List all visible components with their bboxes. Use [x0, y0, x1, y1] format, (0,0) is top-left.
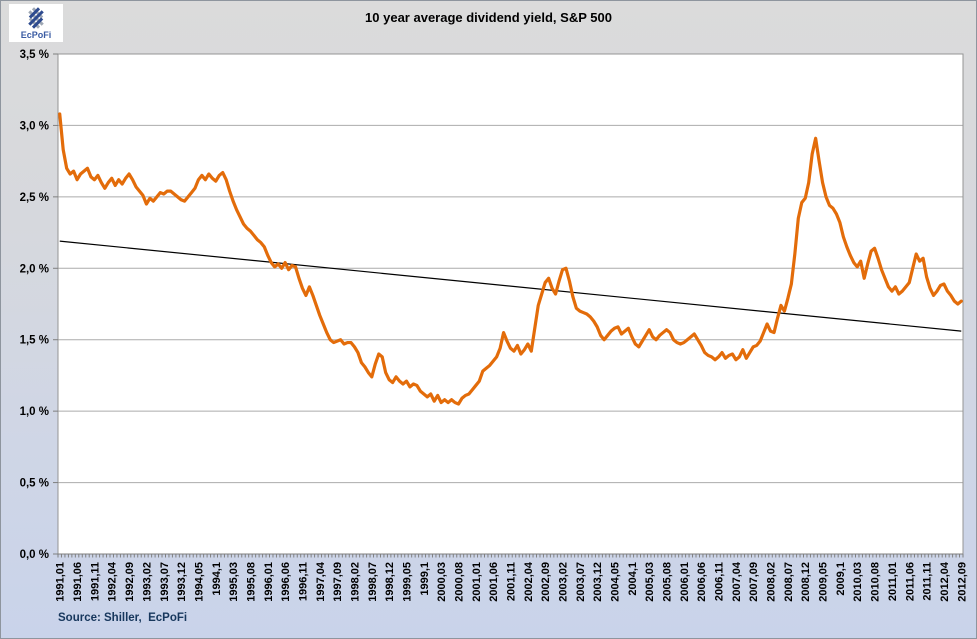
x-tick-label: 1993,12 [176, 562, 188, 602]
y-tick-label: 2,0 % [20, 263, 49, 275]
y-tick-label: 3,0 % [20, 120, 49, 132]
x-tick-label: 1994,05 [193, 562, 205, 602]
trend-line [59, 240, 962, 332]
x-tick-label: 2010,08 [870, 562, 882, 602]
x-tick-label: 2006,06 [696, 562, 708, 602]
x-tick-label: 1991,06 [72, 562, 84, 602]
x-tick-label: 1997,09 [332, 562, 344, 602]
x-tick-label: 2010,03 [852, 562, 864, 602]
y-tick-label: 0,5 % [20, 478, 49, 490]
x-tick-label: 2000,03 [436, 562, 448, 602]
x-tick-label: 1991,01 [55, 562, 67, 602]
y-tick-label: 3,5 % [20, 49, 49, 61]
ecpofi-diamond-icon [28, 7, 44, 29]
x-tick-label: 1995,08 [245, 562, 257, 602]
x-tick-label: 2009,1 [835, 562, 847, 596]
x-tick-label: 1998,02 [349, 562, 361, 602]
x-tick-label: 1991,11 [89, 562, 101, 601]
x-tick-label: 1998,12 [384, 562, 396, 602]
x-tick-label: 2011,06 [904, 562, 916, 601]
x-tick-label: 1994,1 [211, 562, 223, 596]
x-tick-label: 2012,04 [939, 561, 951, 602]
x-tick-label: 1995,03 [228, 562, 240, 602]
x-tick-label: 2011,11 [922, 562, 934, 601]
x-tick-label: 2008,12 [800, 562, 812, 602]
chart-title: 10 year average dividend yield, S&P 500 [365, 10, 612, 25]
x-tick-label: 2008,07 [783, 562, 795, 602]
x-tick-label: 2001,01 [471, 562, 483, 602]
x-tick-label: 1999,05 [401, 562, 413, 602]
x-tick-label: 1999,1 [419, 562, 431, 596]
ecpofi-logo: EcPoFi [9, 4, 63, 42]
x-tick-label: 2002,09 [540, 562, 552, 602]
x-tick-label: 2003,07 [575, 562, 587, 602]
x-tick-label: 1996,11 [297, 562, 309, 601]
x-tick-label: 2011,01 [887, 562, 899, 601]
x-tick-label: 1992,09 [124, 562, 136, 602]
x-tick-label: 2005,03 [644, 562, 656, 602]
x-tick-label: 2006,11 [714, 562, 726, 601]
y-tick-label: 0,0 % [20, 549, 49, 561]
source-note: Source: Shiller, EcPoFi [58, 612, 188, 624]
y-tick-label: 1,0 % [20, 406, 49, 418]
x-tick-label: 2004,05 [610, 562, 622, 602]
x-tick-label: 2009,05 [818, 562, 830, 602]
dividend-yield-line [58, 112, 963, 406]
x-tick-label: 1996,06 [280, 562, 292, 602]
x-axis-labels: 1991,01 1991,06 1991,11 1992,04 1992,09 1993,… [55, 561, 969, 602]
x-tick-label: 2000,08 [453, 562, 465, 602]
x-tick-label: 2008,02 [766, 562, 778, 602]
x-tick-label: 2001,11 [506, 562, 518, 601]
x-tick-label: 2004,1 [627, 562, 639, 596]
plot-background [58, 54, 963, 554]
x-tick-label: 1997,04 [315, 561, 327, 602]
x-tick-label: 2012,09 [956, 562, 968, 602]
x-tick-label: 2006,01 [679, 562, 691, 602]
gridlines [58, 124, 963, 484]
y-tick-label: 2,5 % [20, 192, 49, 204]
x-tick-label: 2007,09 [748, 562, 760, 602]
x-tick-label: 1993,07 [159, 562, 171, 602]
y-tick-label: 1,5 % [20, 335, 49, 347]
x-tick-label: 2003,12 [592, 562, 604, 602]
y-axis: 0,0 % 0,5 % 1,0 % 1,5 % 2,0 % 2,5 % 3,0 % 3,5 % [20, 49, 58, 561]
logo-label: EcPoFi [20, 30, 52, 40]
x-tick-label: 2005,08 [662, 562, 674, 602]
x-tick-label: 1993,02 [141, 562, 153, 602]
x-tick-label: 2001,06 [488, 562, 500, 602]
x-tick-label: 2007,04 [731, 561, 743, 602]
x-tick-label: 2002,04 [523, 561, 535, 602]
x-tick-label: 1992,04 [107, 561, 119, 602]
x-tick-label: 1996,01 [263, 562, 275, 602]
x-tick-label: 1998,07 [367, 562, 379, 602]
x-axis [57, 553, 964, 558]
x-tick-label: 2003,02 [558, 562, 570, 602]
